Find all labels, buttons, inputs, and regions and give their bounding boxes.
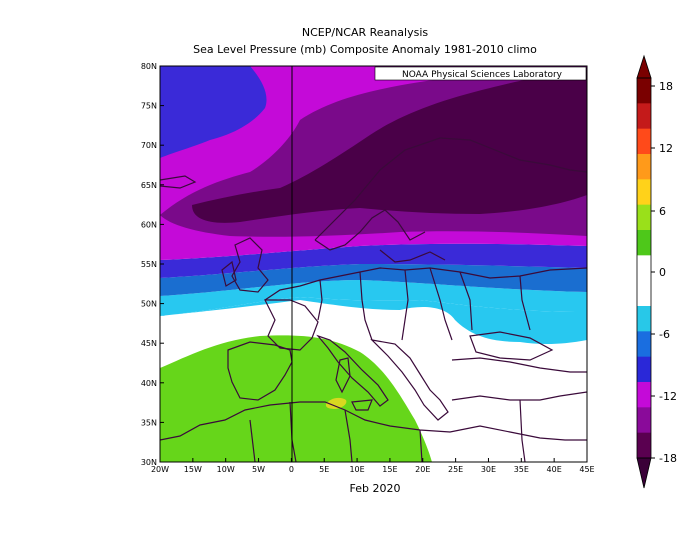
colorbar-tick-label: -18	[659, 452, 677, 465]
lon-tick-label: 5E	[319, 465, 329, 474]
map-subtitle: Sea Level Pressure (mb) Composite Anomal…	[193, 43, 537, 56]
colorbar-tick-label: 0	[659, 266, 666, 279]
field-negative-0-3	[160, 297, 587, 345]
lon-tick-label: 15W	[184, 465, 202, 474]
colorbar-bottom-arrow	[636, 457, 652, 489]
lon-tick-label: 25E	[448, 465, 463, 474]
lon-tick-label: 40E	[547, 465, 562, 474]
lat-tick-label: 45N	[141, 339, 157, 348]
colorbar-tick-label: 18	[659, 80, 673, 93]
colorbar-segment	[637, 154, 651, 180]
colorbar-tick-label: -12	[659, 390, 677, 403]
colorbar-tick-label: 12	[659, 142, 673, 155]
lon-tick-label: 10E	[349, 465, 364, 474]
lon-tick-label: 30E	[481, 465, 496, 474]
lat-tick-label: 70N	[141, 141, 157, 150]
lon-tick-label: 15E	[382, 465, 397, 474]
map-title: NCEP/NCAR Reanalysis	[301, 26, 429, 39]
colorbar-tick-label: 6	[659, 205, 666, 218]
field-positive-6-9	[325, 397, 347, 409]
lat-tick-label: 55N	[141, 260, 157, 269]
lon-tick-label: 20E	[415, 465, 430, 474]
lat-tick-label: 50N	[141, 300, 157, 309]
colorbar-segment	[637, 306, 651, 332]
lat-tick-label: 40N	[141, 379, 157, 388]
field-negative-6-9-nw	[160, 66, 267, 158]
latitude-ticks: 30N 35N 40N 45N 50N 55N 60N 65N 70N 75N 80N	[141, 62, 164, 467]
lon-tick-label: 0	[289, 465, 294, 474]
lon-tick-label: 20W	[151, 465, 169, 474]
lon-tick-label: 5W	[252, 465, 265, 474]
lon-tick-label: 35E	[514, 465, 529, 474]
lon-tick-label: 45E	[579, 465, 594, 474]
colorbar-segment	[637, 356, 651, 383]
colorbar-segment	[637, 128, 651, 155]
lat-tick-label: 35N	[141, 418, 157, 427]
colorbar	[636, 54, 652, 489]
colorbar-top-arrow	[636, 54, 652, 79]
colorbar-ticks: 18 12 6 0 -6 -12 -18	[651, 80, 677, 465]
colorbar-segment	[637, 255, 651, 282]
field-negative-lt15	[192, 70, 587, 223]
colorbar-segment	[637, 382, 651, 408]
field-negative-6-9	[160, 243, 587, 278]
credit-box: NOAA Physical Sciences Laboratory	[374, 66, 587, 81]
lat-tick-label: 30N	[141, 458, 157, 467]
coastlines	[160, 137, 587, 462]
colorbar-segment	[637, 179, 651, 206]
colorbar-segment	[637, 280, 651, 307]
colorbar-tick-label: -6	[659, 328, 670, 341]
lat-tick-label: 60N	[141, 220, 157, 229]
lat-tick-label: 65N	[141, 181, 157, 190]
colorbar-segment	[637, 331, 651, 358]
colorbar-frame	[636, 77, 652, 459]
anomaly-fields	[160, 66, 587, 462]
longitude-ticks: 20W 15W 10W 5W 0 5E 10E 15E 20E 25E 30E 35E 40E 45E	[151, 458, 595, 474]
lon-tick-label: 10W	[217, 465, 235, 474]
lat-tick-label: 80N	[141, 62, 157, 71]
colorbar-segment	[637, 432, 651, 459]
field-negative-3-6	[160, 264, 587, 296]
lat-tick-label: 75N	[141, 102, 157, 111]
period-label: Feb 2020	[349, 482, 401, 495]
field-negative-0-3	[160, 280, 587, 316]
colorbar-segment	[637, 407, 651, 434]
colorbar-segment	[637, 230, 651, 256]
colorbar-segment	[637, 103, 651, 130]
colorbar-segment	[637, 204, 651, 231]
colorbar-segment	[637, 78, 651, 104]
credit-text: NOAA Physical Sciences Laboratory	[402, 70, 563, 80]
